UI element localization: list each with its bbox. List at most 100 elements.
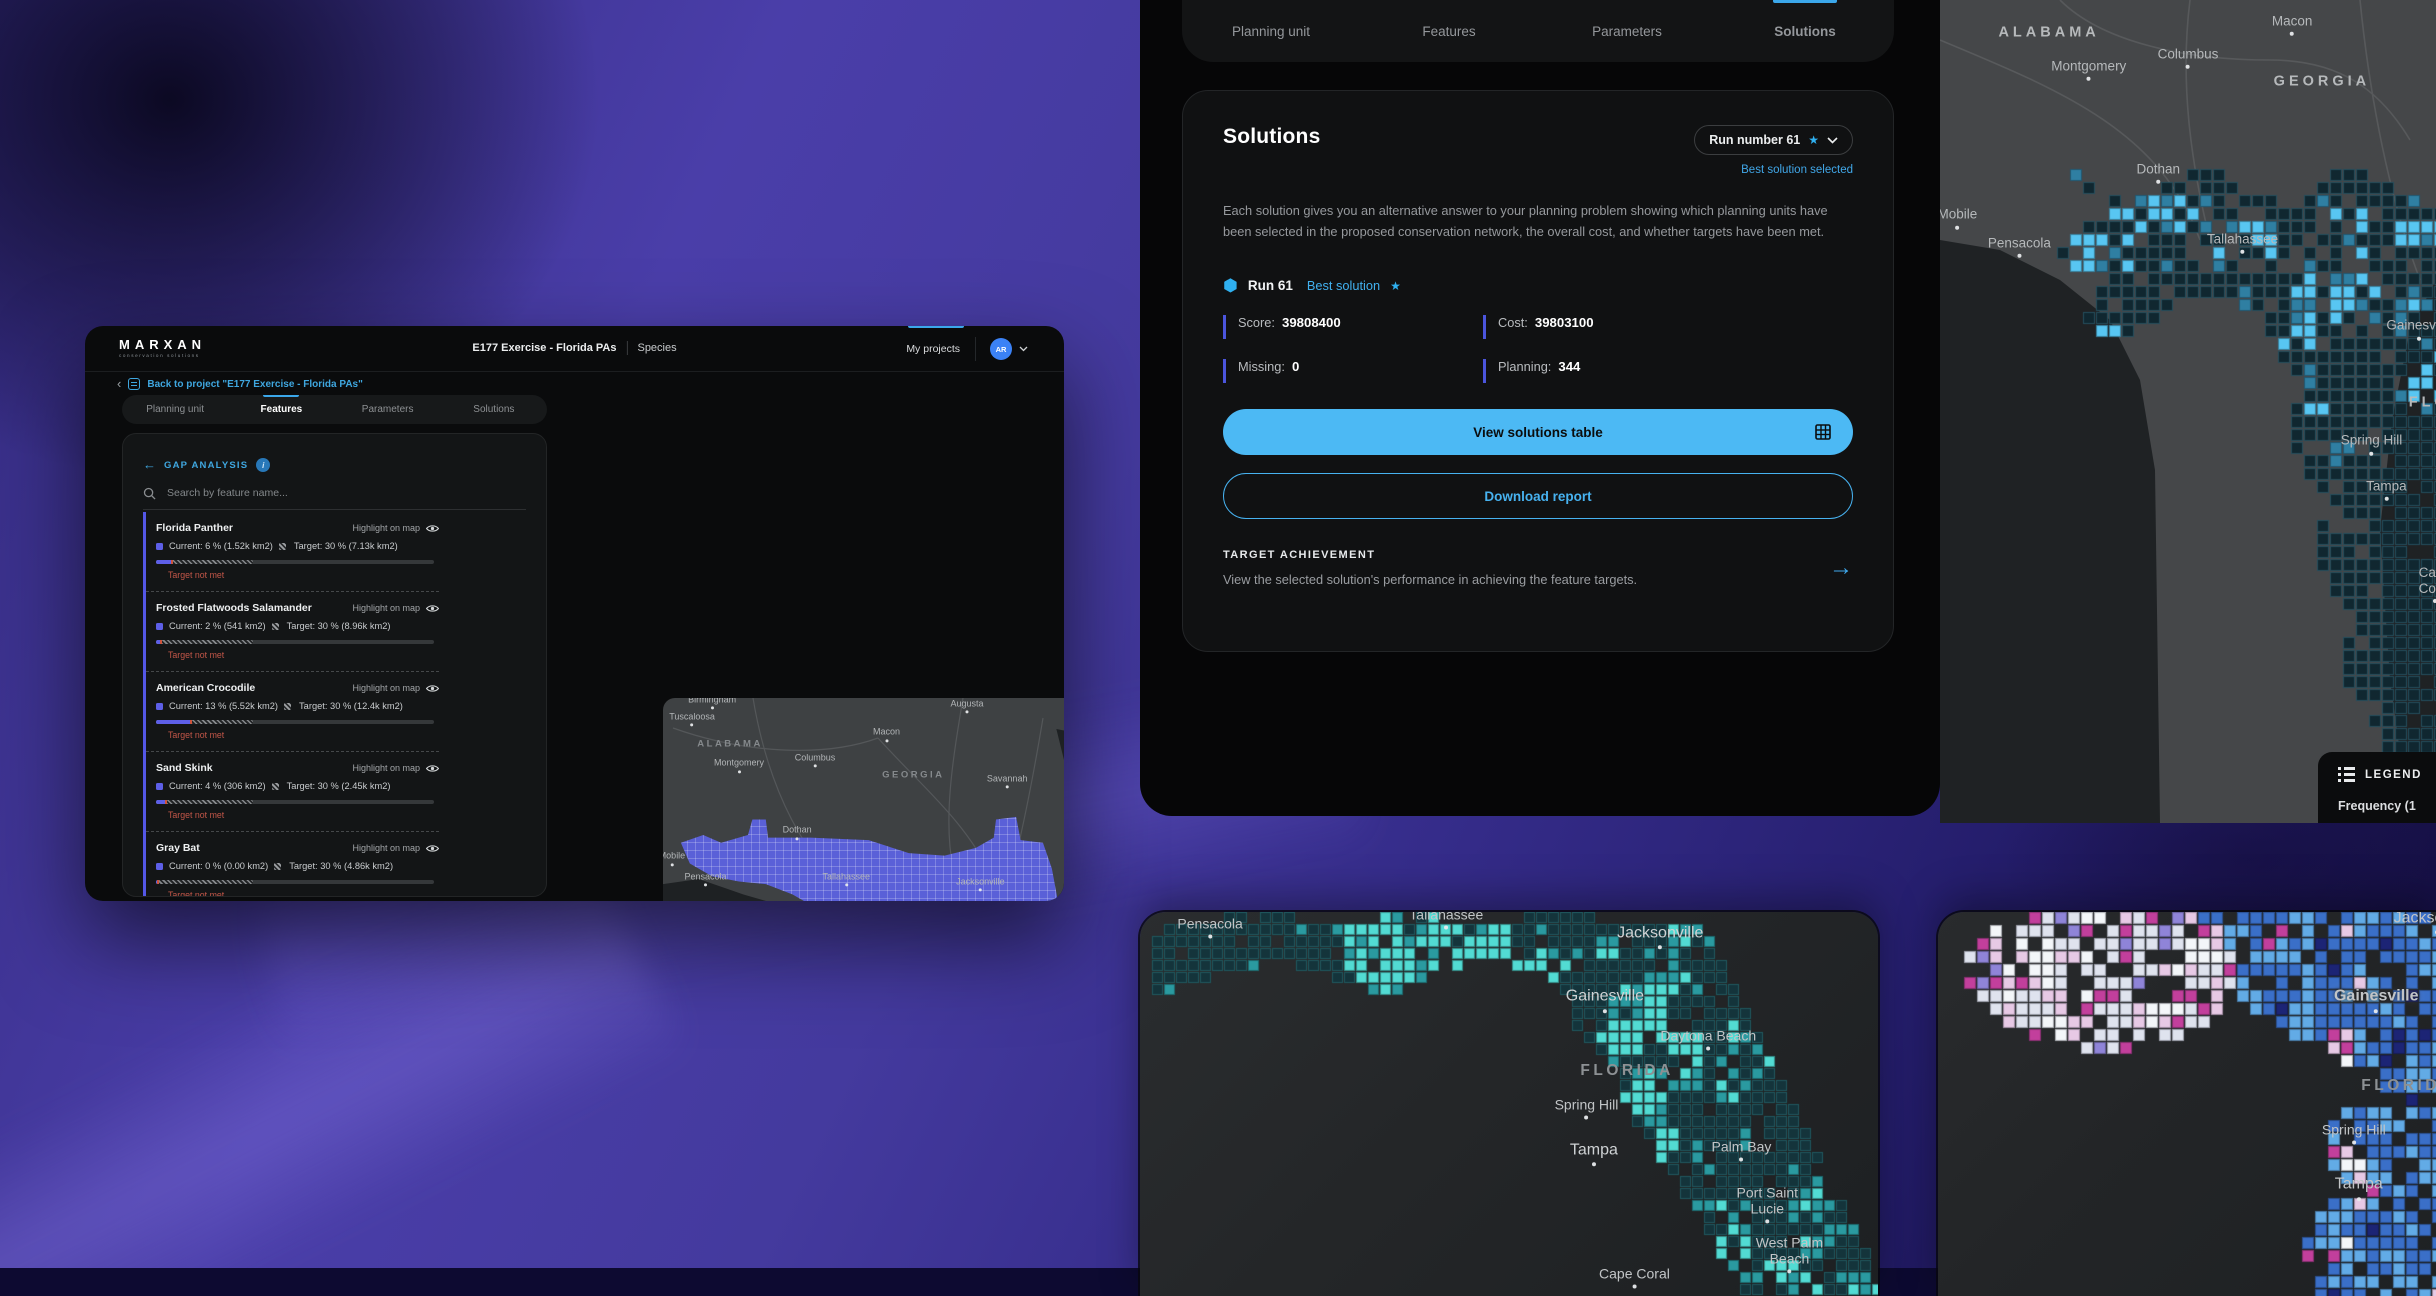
run-selector-dropdown[interactable]: Run number 61 ★ xyxy=(1694,125,1853,155)
hexagon-icon: ⬢ xyxy=(1223,276,1238,295)
target-achievement-title: TARGET ACHIEVEMENT xyxy=(1223,549,1376,561)
star-icon[interactable]: ★ xyxy=(1390,278,1401,293)
map-label: GEORGIA xyxy=(882,769,945,781)
tab[interactable]: Solutions xyxy=(473,404,515,415)
back-arrow-icon[interactable]: ← xyxy=(143,457,156,472)
chevron-down-icon xyxy=(1827,136,1838,144)
planning-map[interactable]: Birmingham Tuscaloosa ALABAMA Montgomery Col… xyxy=(663,698,1064,901)
species-name: Gray Bat xyxy=(156,842,200,854)
map-label: Gainesville xyxy=(2334,988,2419,1013)
frequency-map[interactable]: ALABAMA Macon Montgomery Columbus GEORGIA Dot… xyxy=(1940,0,2436,823)
gap-analysis-title: GAP ANALYSIS xyxy=(164,459,249,471)
species-name: Frosted Flatwoods Salamander xyxy=(156,602,312,614)
target-status: Target not met xyxy=(168,810,225,820)
breadcrumb: E177 Exercise - Florida PAs Species xyxy=(472,341,677,355)
download-report-button[interactable]: Download report xyxy=(1223,473,1853,519)
map-label: West Palm Beach xyxy=(1756,1234,1823,1273)
map-label: Tallahassee xyxy=(1409,912,1483,929)
target-value: Target: 30 % (12.4k km2) xyxy=(299,701,403,711)
highlight-on-map-label: Highlight on map xyxy=(352,603,420,613)
metric-value: 39803100 xyxy=(1534,315,1594,330)
tab[interactable]: Features xyxy=(1422,23,1476,39)
target-value: Target: 30 % (7.13k km2) xyxy=(293,541,398,551)
target-value: Target: 30 % (4.86k km2) xyxy=(289,861,394,871)
map-label: Macon xyxy=(2272,13,2313,36)
highlight-on-map-label: Highlight on map xyxy=(352,843,420,853)
arrow-right-icon[interactable]: → xyxy=(1829,554,1853,581)
species-row[interactable]: American Crocodile Highlight on map Curr… xyxy=(146,672,439,752)
target-progress-bar xyxy=(156,560,434,564)
target-swatch xyxy=(274,862,282,870)
species-row[interactable]: Sand Skink Highlight on map Current: 4 %… xyxy=(146,752,439,832)
species-row[interactable]: Gray Bat Highlight on map Current: 0 % (… xyxy=(146,832,439,896)
tab[interactable]: Features xyxy=(228,395,334,424)
map-label: Mobile xyxy=(663,851,685,866)
view-solutions-table-button[interactable]: View solutions table xyxy=(1223,409,1853,455)
solution-frequency-map[interactable]: Pensacola Tallahassee Jacksonville Gainesvi… xyxy=(1140,912,1878,1296)
map-label: Tampa xyxy=(2366,478,2407,501)
map-label: Columbus xyxy=(795,752,836,767)
tab[interactable]: Parameters xyxy=(361,404,414,415)
species-row[interactable]: Frosted Flatwoods Salamander Highlight o… xyxy=(146,592,439,672)
legend-title: LEGEND xyxy=(2365,768,2422,781)
highlight-on-map-toggle[interactable]: Highlight on map xyxy=(352,683,439,693)
map-labels: Jacksonville Gainesville FLORIDA Spring Hil… xyxy=(1938,912,2436,1296)
feature-pixel-map[interactable]: Jacksonville Gainesville FLORIDA Spring Hil… xyxy=(1938,912,2436,1296)
tab[interactable]: Planning unit xyxy=(146,404,205,415)
metric-value: 39808400 xyxy=(1282,315,1341,330)
tab[interactable]: Solutions xyxy=(1716,0,1894,62)
divider xyxy=(975,337,976,361)
highlight-on-map-toggle[interactable]: Highlight on map xyxy=(352,843,439,853)
metric: Cost: 39803100 xyxy=(1483,315,1743,339)
highlight-on-map-toggle[interactable]: Highlight on map xyxy=(352,603,439,613)
map-label: Gainesville xyxy=(1566,988,1644,1013)
map-label: Pensacola xyxy=(1988,236,2051,259)
current-swatch xyxy=(156,702,163,710)
map-label: Dothan xyxy=(2136,162,2180,185)
info-icon[interactable]: i xyxy=(256,458,271,472)
map-labels: Pensacola Tallahassee Jacksonville Gainesvi… xyxy=(1140,912,1878,1296)
nav-active-indicator xyxy=(908,326,964,328)
highlight-on-map-toggle[interactable]: Highlight on map xyxy=(352,523,439,533)
legend-panel[interactable]: LEGEND Frequency (1 xyxy=(2318,752,2436,823)
tab[interactable]: Parameters xyxy=(1592,23,1662,39)
target-status: Target not met xyxy=(168,570,225,580)
current-progress xyxy=(156,800,168,804)
chevron-down-icon[interactable] xyxy=(1019,346,1028,352)
eye-icon xyxy=(426,524,439,532)
marxan-logo-subtitle: conservation solutions xyxy=(119,353,200,358)
target-status: Target not met xyxy=(168,730,225,740)
metric-value: 344 xyxy=(1558,359,1581,374)
back-to-project-link[interactable]: ‹ Back to project "E177 Exercise - Flori… xyxy=(117,377,363,390)
tab[interactable]: Planning unit xyxy=(1231,23,1311,39)
project-title: E177 Exercise - Florida PAs xyxy=(472,342,617,354)
metric-label: Missing: xyxy=(1238,359,1285,374)
metric: Missing: 0 xyxy=(1223,359,1483,383)
solutions-card: Solutions Run number 61 ★ Best solution … xyxy=(1182,90,1894,652)
best-solution-link[interactable]: Best solution xyxy=(1306,278,1381,293)
map-label: Spring Hill xyxy=(1555,1096,1619,1119)
map-label: Columbus xyxy=(2158,46,2219,69)
current-swatch xyxy=(156,782,163,790)
gap-analysis-panel: ← GAP ANALYSIS i Florida Panther Highlig… xyxy=(122,433,547,897)
current-progress xyxy=(156,880,159,884)
map-label: Macon xyxy=(873,727,900,742)
target-progress-bar xyxy=(156,880,434,884)
map-label: Jacksonville xyxy=(956,876,1005,891)
map-label: Cape Coral xyxy=(1599,1265,1670,1288)
target-achievement-section: TARGET ACHIEVEMENT View the selected sol… xyxy=(1223,549,1853,587)
target-value: Target: 30 % (2.45k km2) xyxy=(286,781,391,791)
my-projects-link[interactable]: My projects xyxy=(906,343,960,355)
highlight-on-map-label: Highlight on map xyxy=(352,683,420,693)
highlight-on-map-label: Highlight on map xyxy=(352,523,420,533)
eye-icon xyxy=(426,764,439,772)
search-input[interactable] xyxy=(165,486,405,500)
avatar[interactable]: AR xyxy=(990,338,1012,360)
species-row[interactable]: Florida Panther Highlight on map Current… xyxy=(146,512,439,592)
current-progress xyxy=(156,560,173,564)
map-label: FLORIDA xyxy=(1580,1062,1674,1080)
map-label: Augusta xyxy=(950,698,983,713)
target-value: Target: 30 % (8.96k km2) xyxy=(286,621,391,631)
highlight-on-map-toggle[interactable]: Highlight on map xyxy=(352,763,439,773)
map-label: Daytona Beach xyxy=(1660,1027,1756,1050)
